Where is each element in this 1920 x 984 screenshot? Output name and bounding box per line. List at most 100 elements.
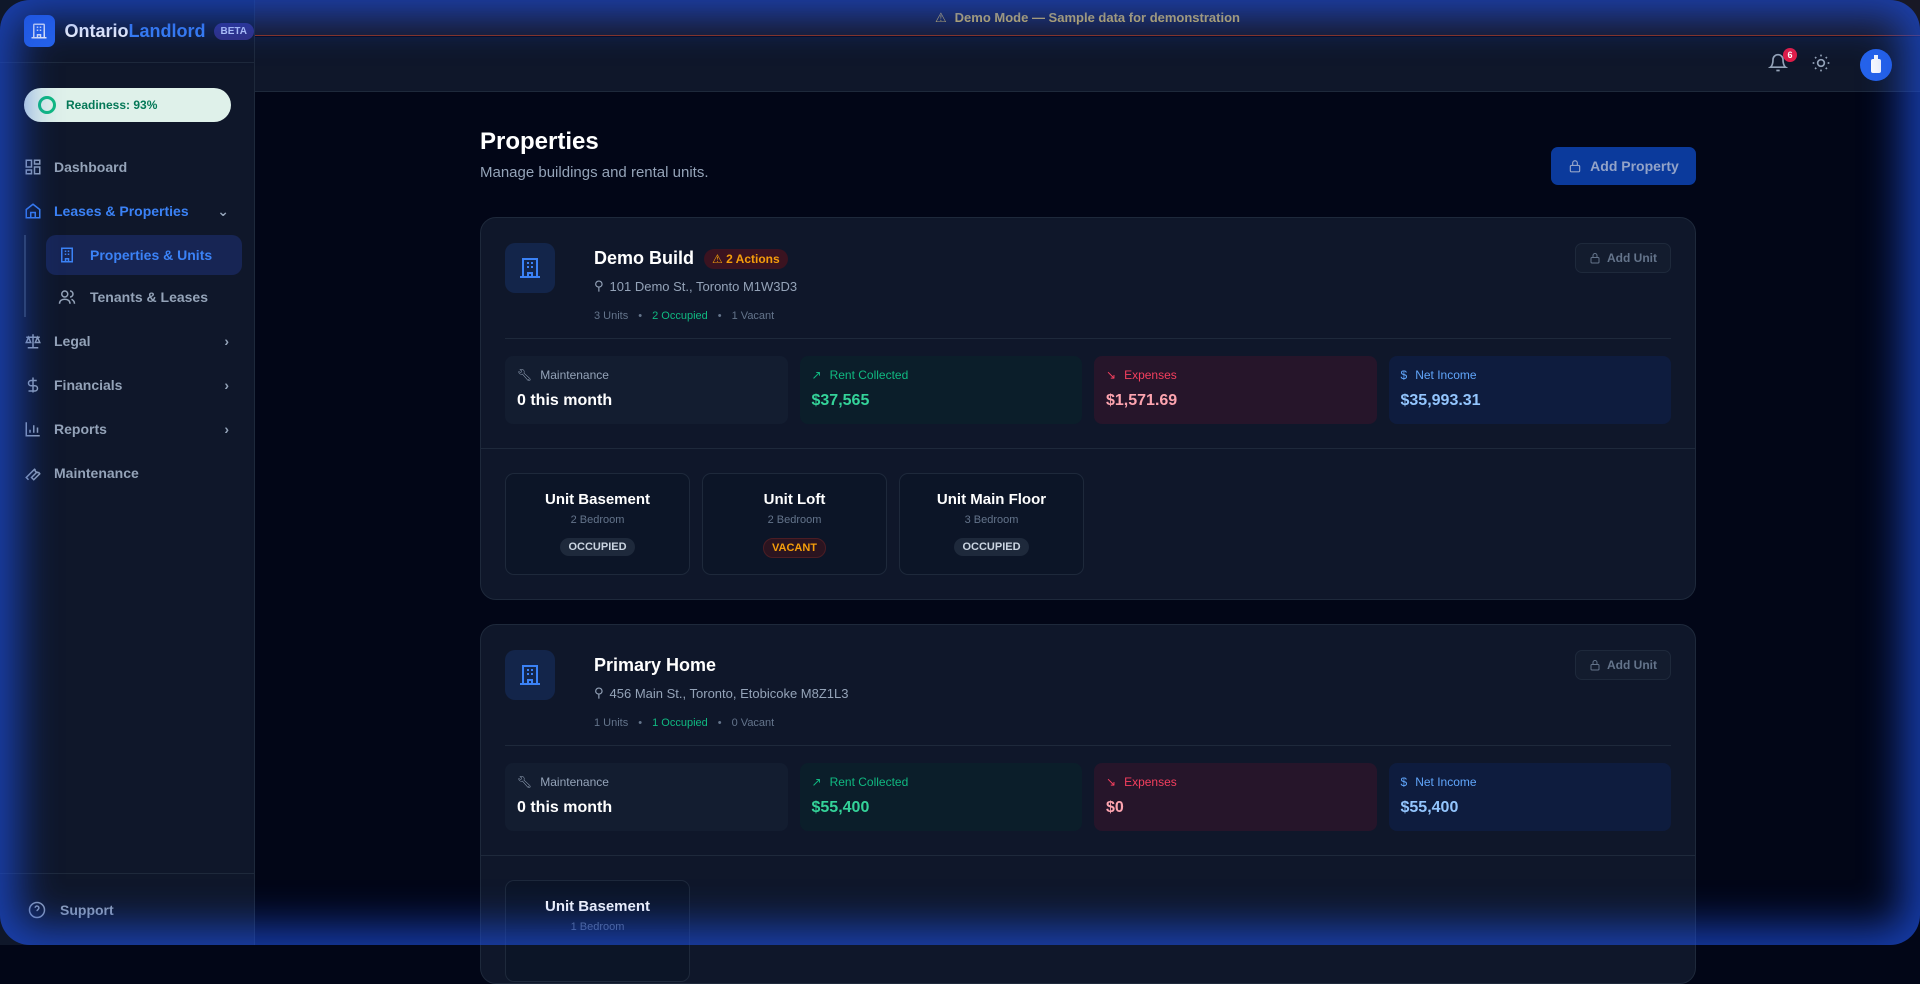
sidebar-item-label: Tenants & Leases: [90, 289, 209, 305]
metric-net-income: $ Net Income $35,993.31: [1388, 356, 1671, 424]
property-name-row: Primary Home: [594, 655, 716, 676]
sidebar-item-label: Maintenance: [54, 465, 139, 481]
sidebar-item-reports[interactable]: Reports ›: [0, 407, 255, 451]
sidebar-submenu: Properties & Units Tenants & Leases: [24, 235, 255, 317]
status-badge: OCCUPIED: [560, 538, 635, 556]
scale-icon: [25, 334, 41, 349]
unit-card[interactable]: Unit Loft 2 Bedroom VACANT: [702, 473, 887, 575]
top-bar: 6: [255, 37, 1920, 92]
property-name[interactable]: Demo Build: [594, 248, 695, 268]
sidebar-item-label: Dashboard: [54, 159, 128, 175]
sidebar-item-label: Legal: [54, 333, 91, 349]
sidebar-item-label: Financials: [54, 377, 123, 393]
map-pin-icon: ⚲: [594, 278, 604, 293]
unit-list: Unit Basement 2 Bedroom OCCUPIED Unit Loft…: [481, 449, 1695, 599]
notifications-button[interactable]: 6: [1767, 48, 1797, 77]
bell-icon: [1767, 53, 1789, 72]
readiness-pill[interactable]: Readiness: 93%: [24, 88, 231, 122]
property-name-row: Demo Build ⚠ 2 Actions: [594, 248, 788, 269]
trending-up-icon: ↗: [811, 775, 822, 789]
support-label: Support: [60, 901, 114, 918]
property-metrics: 🔧︎ Maintenance 0 this month ↗ Rent Collecte…: [481, 339, 1695, 449]
building-icon: [505, 243, 555, 293]
unit-list: Unit Basement 1 Bedroom: [481, 856, 1695, 983]
building-icon: [505, 650, 555, 700]
property-header: Primary Home ⚲ 456 Main St., Toronto, Eto…: [505, 625, 1671, 746]
home-icon: [25, 203, 41, 219]
lock-icon: [1590, 660, 1600, 671]
property-address: ⚲ 456 Main St., Toronto, Etobicoke M8Z1L3: [594, 685, 849, 701]
metric-rent-collected: ↗ Rent Collected $55,400: [799, 763, 1082, 831]
metric-net-income: $ Net Income $55,400: [1388, 763, 1671, 831]
status-badge: OCCUPIED: [954, 538, 1029, 556]
map-pin-icon: ⚲: [594, 685, 604, 700]
logo[interactable]: OntarioLandlord BETA: [0, 0, 254, 63]
unit-card[interactable]: Unit Main Floor 3 Bedroom OCCUPIED: [899, 473, 1084, 575]
banner-text: Demo Mode — Sample data for demonstratio…: [954, 10, 1240, 25]
readiness-label: Readiness: 93%: [66, 98, 158, 112]
sidebar-item-properties-units[interactable]: Properties & Units: [46, 235, 242, 275]
chevron-right-icon: ›: [224, 333, 229, 349]
page-title: Properties: [480, 128, 599, 155]
actions-badge[interactable]: ⚠ 2 Actions: [704, 248, 788, 269]
page-subtitle: Manage buildings and rental units.: [480, 164, 709, 181]
status-badge: VACANT: [762, 538, 826, 558]
theme-toggle[interactable]: [1811, 53, 1835, 77]
lock-icon: [1590, 253, 1600, 264]
property-metrics: 🔧︎ Maintenance 0 this month ↗ Rent Collecte…: [481, 746, 1695, 856]
property-card: Primary Home ⚲ 456 Main St., Toronto, Eto…: [480, 624, 1696, 984]
sidebar-item-leases-properties[interactable]: Leases & Properties ⌄: [0, 189, 255, 233]
support-link[interactable]: Support: [0, 873, 255, 945]
wrench-icon: 🔧︎: [517, 775, 533, 789]
property-unit-stats: 1 Units • 1 Occupied • 0 Vacant: [594, 717, 775, 729]
dollar-icon: $: [1400, 775, 1408, 789]
dollar-icon: [27, 377, 39, 393]
sidebar-nav: Dashboard Leases & Properties ⌄ Propertie…: [0, 145, 255, 495]
add-property-label: Add Property: [1590, 158, 1679, 174]
bar-chart-icon: [25, 422, 40, 437]
beta-badge: BETA: [213, 22, 254, 40]
avatar[interactable]: [1860, 49, 1892, 81]
metric-rent-collected: ↗ Rent Collected $37,565: [799, 356, 1082, 424]
metric-maintenance: 🔧︎ Maintenance 0 this month: [505, 356, 788, 424]
sun-icon: [1812, 54, 1830, 72]
property-address: ⚲ 101 Demo St., Toronto M1W3D3: [594, 278, 798, 294]
property-unit-stats: 3 Units • 2 Occupied • 1 Vacant: [594, 310, 775, 322]
sidebar-item-label: Properties & Units: [90, 247, 213, 263]
add-unit-button[interactable]: Add Unit: [1575, 650, 1671, 680]
chevron-right-icon: ›: [224, 377, 229, 393]
unit-card[interactable]: Unit Basement 1 Bedroom: [505, 880, 690, 982]
lock-icon: [1569, 160, 1581, 173]
sidebar-item-financials[interactable]: Financials ›: [0, 363, 255, 407]
help-circle-icon: [28, 901, 46, 918]
user-icon: [1871, 55, 1881, 73]
sidebar-item-label: Reports: [54, 421, 107, 437]
trending-up-icon: ↗: [811, 368, 822, 382]
sidebar-item-tenants-leases[interactable]: Tenants & Leases: [46, 277, 242, 317]
trending-down-icon: ↘: [1106, 368, 1117, 382]
chevron-right-icon: ›: [224, 421, 229, 437]
sidebar: OntarioLandlord BETA Readiness: 93% Dash…: [0, 0, 255, 945]
trending-down-icon: ↘: [1106, 775, 1117, 789]
metric-expenses: ↘ Expenses $0: [1094, 763, 1377, 831]
grid-icon: [25, 159, 41, 175]
demo-banner: ⚠ Demo Mode — Sample data for demonstrati…: [255, 0, 1920, 36]
progress-ring-icon: [38, 96, 56, 114]
sidebar-item-maintenance[interactable]: Maintenance: [0, 451, 255, 495]
users-icon: [58, 290, 76, 304]
notification-count: 6: [1783, 48, 1797, 62]
sidebar-item-dashboard[interactable]: Dashboard: [0, 145, 255, 189]
app-name: OntarioLandlord: [64, 20, 206, 41]
building-icon: [61, 247, 73, 263]
sidebar-item-label: Leases & Properties: [54, 203, 189, 219]
add-unit-button[interactable]: Add Unit: [1575, 243, 1671, 273]
wrench-icon: [25, 468, 41, 481]
add-property-button[interactable]: Add Property: [1551, 147, 1696, 185]
metric-expenses: ↘ Expenses $1,571.69: [1094, 356, 1377, 424]
unit-card[interactable]: Unit Basement 2 Bedroom OCCUPIED: [505, 473, 690, 575]
sidebar-item-legal[interactable]: Legal ›: [0, 319, 255, 363]
wrench-icon: 🔧︎: [517, 368, 533, 382]
property-card: Demo Build ⚠ 2 Actions ⚲ 101 Demo St., Tor…: [480, 217, 1696, 600]
chevron-down-icon: ⌄: [217, 202, 229, 219]
property-name[interactable]: Primary Home: [594, 655, 717, 675]
